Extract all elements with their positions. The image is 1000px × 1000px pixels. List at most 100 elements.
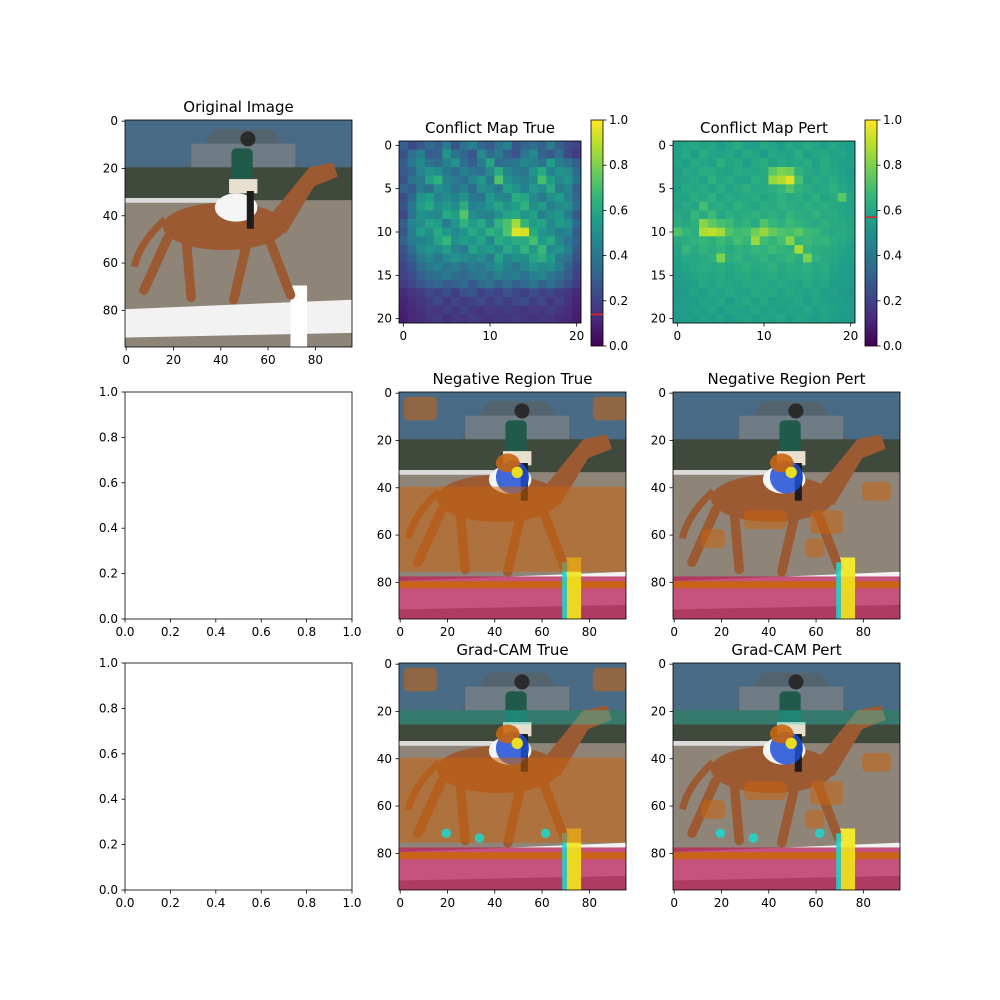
heatmap-cell xyxy=(707,184,717,194)
y-tick-label: 0.4 xyxy=(99,521,118,535)
heatmap-cell xyxy=(477,167,486,176)
x-tick-label: 0.6 xyxy=(252,896,271,910)
rider-helmet xyxy=(514,403,530,419)
heatmap-cell xyxy=(681,271,691,280)
heatmap-cell xyxy=(555,253,564,263)
x-tick-label: 0.2 xyxy=(161,625,180,639)
heatmap-cell xyxy=(716,219,726,228)
heatmap-cell xyxy=(494,141,504,150)
x-tick-label: 20 xyxy=(714,625,729,639)
panel-8: 0 20 40 60 80 0 20 40 60 80 Grad-CAM True xyxy=(377,641,627,910)
heatmap-cell xyxy=(673,236,682,246)
heatmap-cell xyxy=(485,175,495,185)
heatmap-cell xyxy=(537,271,547,280)
x-tick-label: 0.8 xyxy=(297,625,316,639)
heatmap-cell xyxy=(433,236,443,246)
heatmap-cell xyxy=(673,184,682,194)
heatmap-cell xyxy=(725,236,734,246)
heatmap-cell xyxy=(537,227,547,237)
heatmap-cell xyxy=(733,149,743,159)
heatmap-cell xyxy=(742,219,752,228)
heatmap-cell xyxy=(777,288,786,298)
heatmap-cell xyxy=(725,297,734,306)
overlay-rider-orange xyxy=(495,724,520,744)
panel-3: 0 10 20 0 5 10 15 20 Conflict Map Pert 0.0 0.2 0.4 0… xyxy=(651,113,902,353)
heatmap-cell xyxy=(829,201,838,211)
heatmap-cell xyxy=(416,288,426,298)
heatmap-cell xyxy=(673,158,682,168)
heatmap-cell xyxy=(477,253,486,263)
heatmap-cell xyxy=(451,149,460,159)
heatmap-cell xyxy=(751,175,760,185)
heatmap-cell xyxy=(803,305,812,315)
heatmap-cell xyxy=(733,201,743,211)
heatmap-cell xyxy=(699,253,708,263)
heatmap-cell xyxy=(529,314,538,324)
heatmap-cell xyxy=(416,219,426,228)
heatmap-cell xyxy=(768,149,778,159)
y-tick-label: 40 xyxy=(651,481,666,495)
heatmap-cell xyxy=(759,167,769,176)
panel-title: Negative Region Pert xyxy=(708,370,866,388)
y-tick-label: 80 xyxy=(651,846,666,860)
heatmap-cell xyxy=(794,141,804,150)
heatmap-cell xyxy=(751,288,760,298)
heatmap-cell xyxy=(794,210,804,220)
heatmap-cell xyxy=(468,175,478,185)
overlay-crowd xyxy=(673,710,900,725)
heatmap-cell xyxy=(673,149,682,159)
heatmap-cell xyxy=(572,158,582,168)
heatmap-cell xyxy=(707,227,717,237)
heatmap-cell xyxy=(777,314,786,324)
heatmap-cell xyxy=(811,305,821,315)
heatmap-cell xyxy=(477,288,486,298)
heatmap-cell xyxy=(777,271,786,280)
heatmap-cell xyxy=(494,271,504,280)
x-tick-label: 40 xyxy=(487,625,502,639)
heatmap-cell xyxy=(803,193,812,202)
heatmap-cell xyxy=(511,297,521,306)
heatmap-cell xyxy=(811,262,821,272)
heatmap-cell xyxy=(829,149,838,159)
heatmap-cell xyxy=(837,297,847,306)
heatmap-cell xyxy=(511,262,521,272)
heatmap-cell xyxy=(520,149,530,159)
heatmap-cell xyxy=(759,227,769,237)
heatmap-cell xyxy=(563,219,573,228)
heatmap-cell xyxy=(733,158,743,168)
heatmap-cell xyxy=(673,305,682,315)
y-tick-label: 0 xyxy=(658,657,666,671)
heatmap-cell xyxy=(751,271,760,280)
heatmap-cell xyxy=(742,297,752,306)
heatmap-cell xyxy=(416,141,426,150)
heatmap-cell xyxy=(572,201,582,211)
heatmap-cell xyxy=(768,193,778,202)
heatmap-cell xyxy=(442,279,452,289)
heatmap-cell xyxy=(768,297,778,306)
overlay-rider-yellow xyxy=(785,466,797,479)
heatmap-cell xyxy=(520,305,530,315)
heatmap-cell xyxy=(477,149,486,159)
heatmap-cell xyxy=(777,279,786,289)
heatmap-cell xyxy=(537,141,547,150)
y-tick-label: 0 xyxy=(110,114,118,128)
heatmap-cell xyxy=(529,236,538,246)
heatmap-cell xyxy=(690,175,700,185)
heatmap-cell xyxy=(572,271,582,280)
heatmap-cell xyxy=(785,253,795,263)
heatmap-cell xyxy=(716,227,726,237)
heatmap-cell xyxy=(511,271,521,280)
heatmap-cell xyxy=(699,141,708,150)
heatmap-cell xyxy=(451,175,460,185)
heatmap-cell xyxy=(699,219,708,228)
heatmap-cell xyxy=(399,149,408,159)
heatmap-cell xyxy=(477,158,486,168)
heatmap-cell xyxy=(477,141,486,150)
heatmap-cell xyxy=(529,193,538,202)
heatmap-cell xyxy=(416,314,426,324)
heatmap-cell xyxy=(733,253,743,263)
heatmap-cell xyxy=(572,141,582,150)
heatmap-cell xyxy=(768,288,778,298)
heatmap-cell xyxy=(794,305,804,315)
heatmap-cell xyxy=(699,158,708,168)
